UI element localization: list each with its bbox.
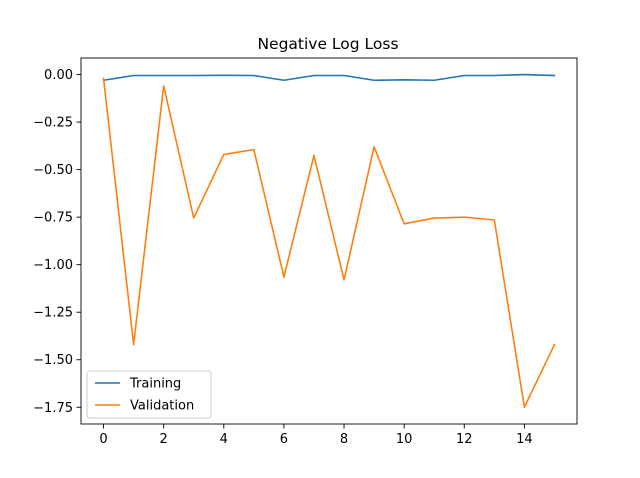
x-tick-label: 14 xyxy=(516,432,533,447)
y-tick-label: −1.25 xyxy=(33,306,73,321)
legend-label-training: Training xyxy=(129,377,181,392)
x-tick-label: 4 xyxy=(220,432,228,447)
y-tick-label: −1.75 xyxy=(33,401,73,416)
x-tick-label: 2 xyxy=(160,432,168,447)
legend-label-validation: Validation xyxy=(130,399,194,414)
y-tick-label: −0.50 xyxy=(33,163,73,178)
x-tick-label: 12 xyxy=(456,432,473,447)
y-tick-label: 0.00 xyxy=(44,68,73,83)
series-line-training xyxy=(102,73,556,82)
y-tick-label: −1.00 xyxy=(33,258,73,273)
x-tick-label: 0 xyxy=(99,432,107,447)
y-tick-label: −1.50 xyxy=(33,353,73,368)
y-tick-label: −0.25 xyxy=(33,116,73,131)
series-line-validation xyxy=(102,77,556,409)
axes-frame xyxy=(80,57,578,425)
x-tick-label: 10 xyxy=(396,432,413,447)
y-tick-label: −0.75 xyxy=(33,211,73,226)
plot-area: 0 2 4 6 8 10 12 14 0.00 −0.25 −0.50 −0.75 −1.00 −1.25… xyxy=(33,57,578,447)
x-tick-label: 8 xyxy=(340,432,348,447)
x-tick-label: 6 xyxy=(280,432,288,447)
chart-title: Negative Log Loss xyxy=(257,35,398,53)
